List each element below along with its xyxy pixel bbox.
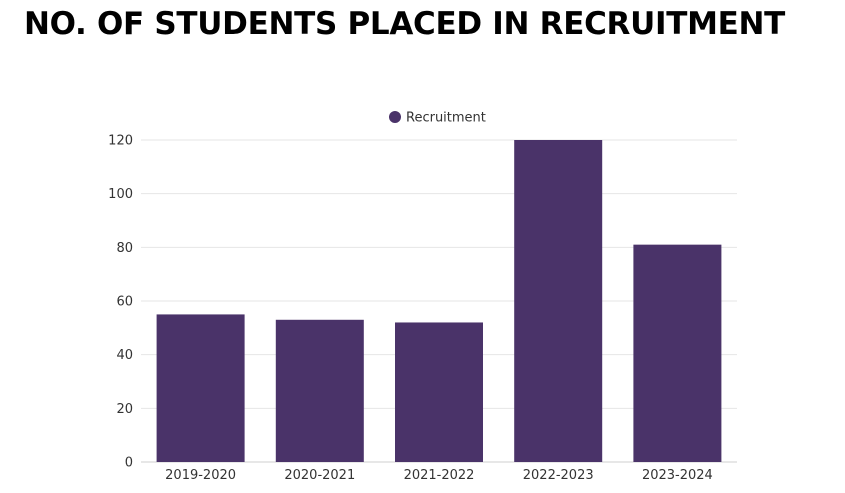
x-tick-label: 2019-2020 xyxy=(165,468,236,483)
bar-2023-2024 xyxy=(633,244,722,462)
x-tick-label: 2022-2023 xyxy=(523,468,594,483)
x-tick-label: 2023-2024 xyxy=(642,468,713,483)
legend: Recruitment xyxy=(389,111,486,126)
y-tick-label: 120 xyxy=(108,134,133,149)
legend-swatch xyxy=(389,111,401,123)
x-tick-label: 2020-2021 xyxy=(284,468,355,483)
bar-2020-2021 xyxy=(275,319,364,462)
y-tick-label: 20 xyxy=(116,402,133,417)
legend-label-recruitment: Recruitment xyxy=(406,111,486,126)
y-tick-label: 0 xyxy=(125,456,133,471)
x-axis: 2019-2020 2020-2021 2021-2022 2022-2023 2023… xyxy=(165,468,713,483)
y-tick-label: 100 xyxy=(108,187,133,202)
y-tick-label: 40 xyxy=(116,348,133,363)
bar-2019-2020 xyxy=(156,314,245,462)
page-title: NO. OF STUDENTS PLACED IN RECRUITMENT xyxy=(24,6,785,42)
y-tick-label: 60 xyxy=(116,295,133,310)
bars xyxy=(156,140,722,462)
y-tick-label: 80 xyxy=(116,241,133,256)
bar-2022-2023 xyxy=(514,140,603,462)
y-axis: 0 20 40 60 80 100 120 xyxy=(108,134,133,471)
bar-2021-2022 xyxy=(395,322,483,462)
x-tick-label: 2021-2022 xyxy=(404,468,475,483)
